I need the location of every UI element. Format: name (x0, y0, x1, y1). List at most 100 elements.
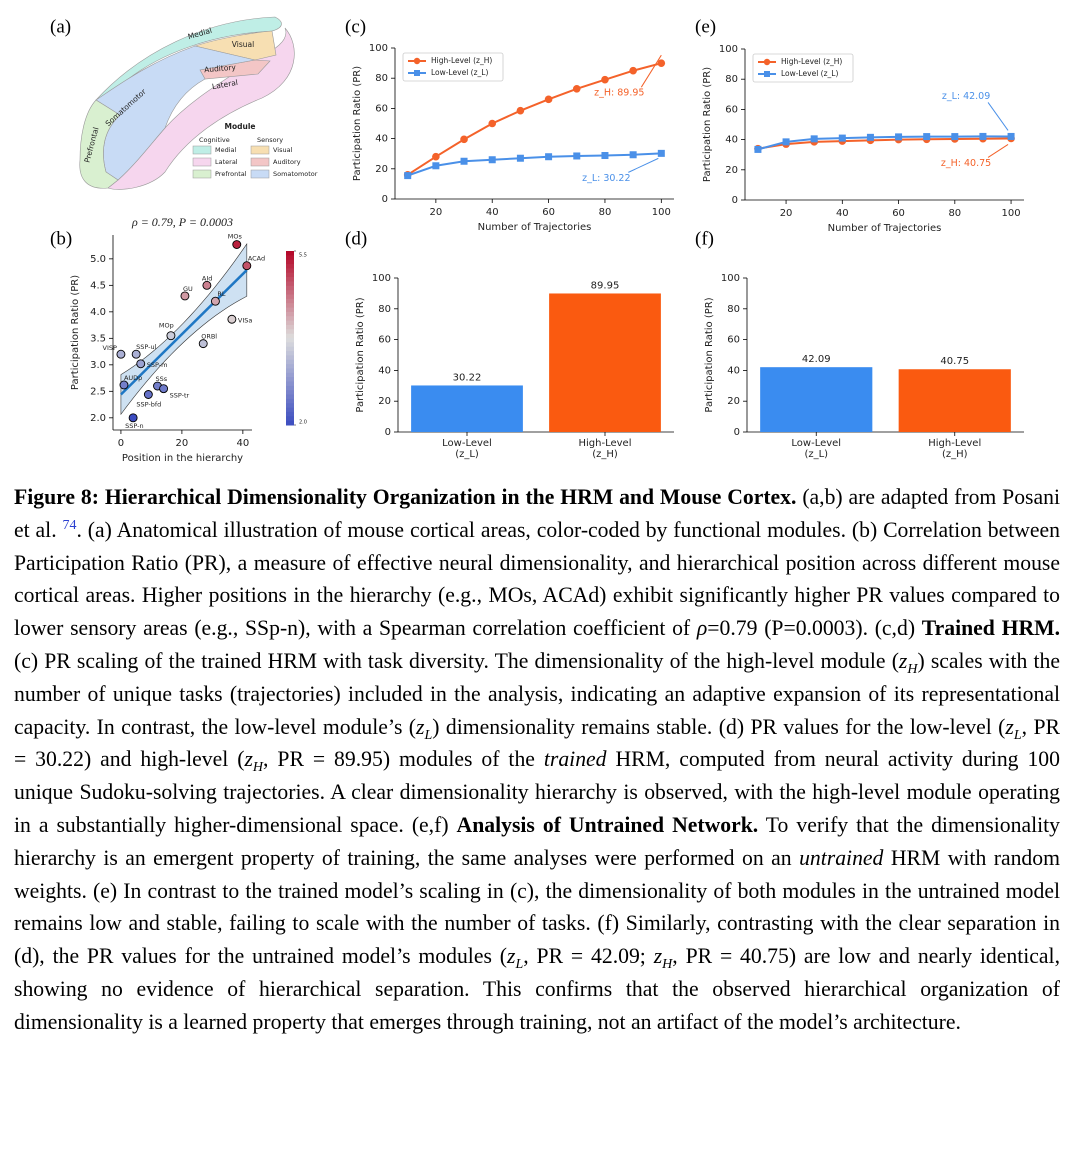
series-line (757, 137, 1012, 150)
legend-label: Low-Level (z_L) (781, 69, 838, 78)
x-tick-label: Low-Level (z_L) (442, 438, 492, 460)
caption-text: z (653, 944, 663, 969)
caption-text: Figure 8: Hierarchical Dimensionality Or… (14, 485, 797, 509)
legend-swatch (250, 169, 270, 179)
legend-marker (414, 70, 420, 76)
y-tick-label: 0 (382, 194, 388, 205)
data-point (116, 349, 126, 359)
data-point (159, 384, 169, 394)
x-axis-label: Number of Trajectories (828, 223, 942, 234)
x-tick-label: High-Level (z_H) (578, 438, 632, 460)
point-label: AId (202, 274, 213, 282)
data-point (143, 390, 153, 399)
colorbar-segment (286, 307, 294, 313)
legend-marker (763, 58, 771, 66)
colorbar-segment (286, 316, 294, 322)
data-point (782, 138, 790, 146)
data-point (544, 95, 553, 104)
colorbar-tick-label: 2.0 (299, 420, 307, 426)
legend-box (402, 52, 504, 82)
region-shape (95, 16, 282, 101)
data-point (460, 135, 468, 144)
bar (549, 293, 661, 432)
caption-text: , PR = 89.95) modules of the (263, 747, 544, 772)
region-shape (193, 30, 277, 61)
point-label: VISa (238, 316, 252, 324)
point-label: SSP-m (147, 361, 168, 369)
data-point (242, 261, 252, 271)
data-point (232, 240, 242, 249)
caption-text: L (515, 957, 524, 973)
colorbar-segment (286, 420, 294, 426)
colorbar-segment (286, 329, 294, 335)
data-point (210, 296, 220, 306)
y-tick-label: 4.0 (90, 307, 106, 318)
annotation-arrow (628, 157, 659, 173)
point-label: SSs (156, 375, 168, 383)
colorbar-segment (286, 403, 294, 409)
colorbar-segment (286, 411, 294, 417)
x-tick-label: 60 (542, 207, 555, 218)
point-label: SSP-n (125, 422, 144, 430)
bar (898, 369, 1011, 432)
legend-swatch (250, 145, 270, 155)
data-point (128, 413, 138, 423)
y-tick-label: 60 (725, 104, 738, 115)
legend-group: Sensory (257, 136, 283, 144)
y-tick-label: 2.5 (90, 386, 106, 397)
caption-text: H (907, 661, 918, 677)
confidence-band (120, 242, 248, 416)
caption-text: (c) PR scaling of the trained HRM with t… (14, 648, 899, 673)
x-tick-label: 40 (836, 208, 849, 219)
annotation: z_H: 40.75 (941, 158, 991, 169)
y-tick-label: 5.0 (90, 254, 106, 265)
y-axis-label: Participation Ratio (PR) (355, 297, 366, 412)
data-point (601, 152, 609, 160)
caption-text: L (1013, 727, 1022, 743)
region-label: Lateral (211, 78, 238, 91)
y-tick-label: 40 (375, 134, 388, 145)
data-point (202, 280, 212, 290)
y-tick-label: 20 (727, 396, 740, 407)
x-axis-label: Number of Trajectories (478, 222, 592, 233)
colorbar-segment (286, 272, 294, 278)
caption-text: Analysis of Untrained Network. (456, 812, 759, 837)
data-point (432, 162, 440, 170)
legend-marker (413, 57, 421, 65)
colorbar-segment (286, 385, 294, 391)
y-tick-label: 80 (725, 74, 738, 85)
point-label: ORBl (201, 333, 217, 341)
caption-text: z (898, 648, 908, 673)
x-tick-label: 100 (1002, 208, 1021, 219)
caption-text: , PR = 42.09; (523, 944, 654, 969)
colorbar-segment (286, 320, 294, 326)
panel-label: (d) (345, 228, 367, 249)
y-tick-label: 80 (727, 304, 740, 315)
colorbar-segment (286, 355, 294, 361)
data-point (1007, 132, 1015, 140)
point-label: SSP-bfd (136, 400, 161, 408)
colorbar-segment (286, 398, 294, 404)
x-tick-label: 100 (652, 207, 671, 218)
x-tick-label: 20 (176, 438, 189, 449)
y-tick-label: 20 (378, 396, 391, 407)
data-point (572, 84, 581, 93)
colorbar-segment (286, 303, 294, 309)
y-tick-label: 60 (727, 335, 740, 346)
x-tick-label: Low-Level (z_L) (791, 438, 842, 460)
data-point (227, 314, 237, 324)
data-point (545, 153, 553, 161)
point-label: MOs (228, 233, 243, 241)
legend-label: High-Level (z_H) (431, 56, 492, 65)
colorbar-segment (286, 333, 294, 339)
caption-text: trained (543, 747, 607, 772)
x-tick-label: 80 (599, 207, 612, 218)
legend-label: Medial (215, 146, 237, 154)
y-axis-label: Participation Ratio (PR) (702, 67, 713, 182)
colorbar-segment (286, 368, 294, 374)
caption-text: ) scales with the number of unique tasks… (14, 648, 1060, 739)
value-label: 40.75 (940, 356, 969, 367)
data-point (657, 149, 665, 157)
legend-swatch (192, 145, 212, 155)
